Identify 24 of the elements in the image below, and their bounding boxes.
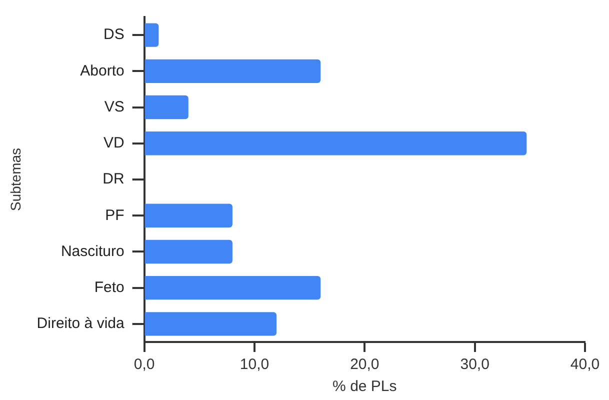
y-tick-label: PF xyxy=(105,206,124,224)
x-tick-label: 20,0 xyxy=(350,356,380,374)
bar xyxy=(144,95,188,120)
bar xyxy=(144,23,159,47)
bar xyxy=(144,59,321,84)
x-tick-label: 40,0 xyxy=(570,356,600,374)
bar xyxy=(144,312,277,336)
y-tick-label: Nascituro xyxy=(60,242,124,260)
y-tick-label: Aborto xyxy=(80,62,124,80)
bar xyxy=(144,240,232,264)
x-tick-label: 0,0 xyxy=(134,356,155,374)
y-axis-title: Subtemas xyxy=(7,148,24,212)
y-tick-label: VD xyxy=(103,134,124,152)
x-tick-label: 30,0 xyxy=(460,356,490,374)
y-tick-label: Direito à vida xyxy=(36,315,125,332)
y-tick-label: DR xyxy=(102,170,124,188)
bar xyxy=(144,276,321,300)
x-tick-label: 10,0 xyxy=(240,356,270,374)
bar xyxy=(144,204,232,228)
x-axis-title: % de PLs xyxy=(332,378,397,396)
y-tick-label: DS xyxy=(103,26,124,44)
bar xyxy=(144,132,527,156)
y-tick-label: Feto xyxy=(94,278,124,296)
y-tick-label: VS xyxy=(104,98,124,116)
